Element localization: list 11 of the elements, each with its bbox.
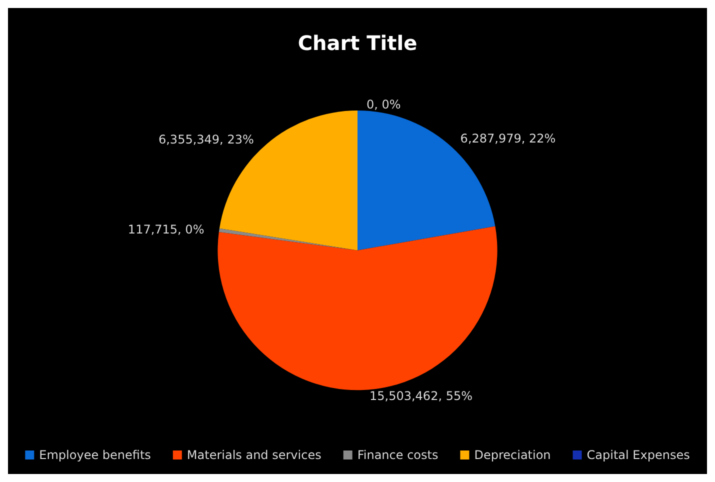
chart-title: Chart Title [298,31,418,55]
data-label: 15,503,462, 55% [370,389,473,404]
legend-label: Capital Expenses [586,448,690,462]
legend-label: Depreciation [474,448,551,462]
data-label: 6,287,979, 22% [460,132,556,146]
text: 0, 0% [366,98,401,112]
data-label: 6,355,349, 23% [158,132,254,146]
data-label: 117,715, 0% [128,222,204,236]
legend-label: Employee benefits [39,448,151,462]
legend-label: Materials and services [186,448,322,462]
legend-label: Finance costs [357,448,438,462]
